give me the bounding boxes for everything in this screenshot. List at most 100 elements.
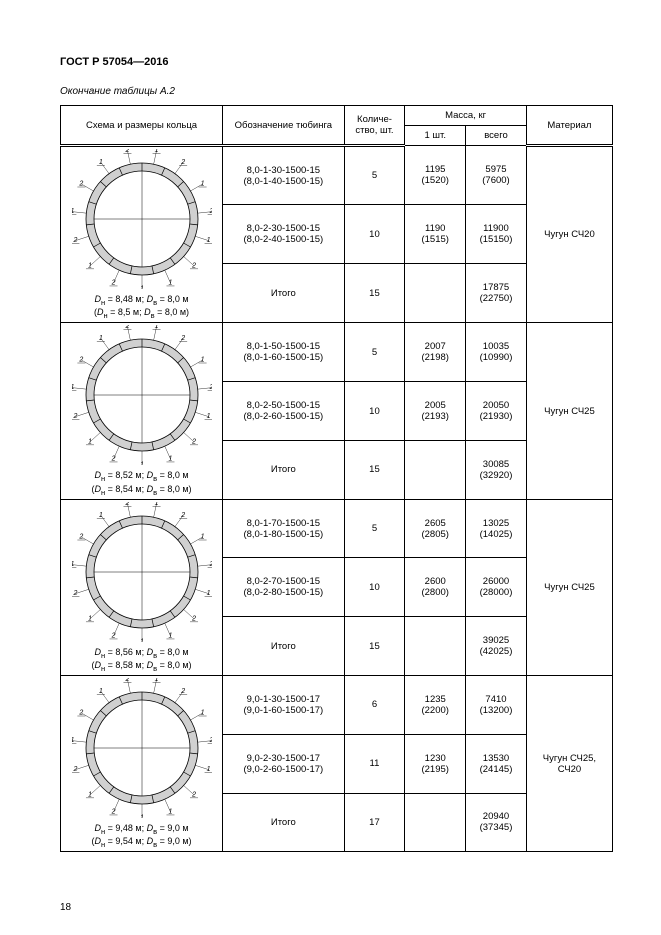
svg-text:1: 1: [200, 710, 204, 717]
svg-text:2: 2: [180, 688, 185, 695]
svg-text:1: 1: [154, 149, 158, 154]
svg-text:2: 2: [72, 413, 77, 420]
scheme-cell: 121212112121212Dн = 8,56 м; Dв = 8,0 м(D…: [61, 499, 223, 675]
mass-unit-cell: [405, 440, 466, 499]
mass-total-cell: 13025(14025): [466, 499, 527, 558]
mass-unit-cell: 1195(1520): [405, 146, 466, 205]
table-caption: Окончание таблицы А.2: [60, 86, 613, 97]
mass-unit-cell: 1190(1515): [405, 205, 466, 264]
svg-text:1: 1: [72, 385, 74, 392]
qty-cell: 10: [344, 205, 405, 264]
material-cell: Чугун СЧ25: [526, 499, 612, 675]
svg-text:2: 2: [208, 561, 211, 568]
mass-total-cell: 7410(13200): [466, 676, 527, 735]
qty-cell: 10: [344, 558, 405, 617]
svg-text:2: 2: [72, 237, 77, 244]
ring-diagram: 121212112121212: [67, 325, 217, 468]
qty-cell: 15: [344, 440, 405, 499]
material-cell: Чугун СЧ20: [526, 146, 612, 323]
svg-text:1: 1: [200, 181, 204, 188]
svg-text:2: 2: [110, 279, 115, 286]
svg-text:1: 1: [72, 737, 74, 744]
material-cell: Чугун СЧ25,СЧ20: [526, 676, 612, 852]
scheme-cell: 121212112121212Dн = 8,52 м; Dв = 8,0 м(D…: [61, 323, 223, 499]
svg-text:2: 2: [180, 512, 185, 519]
svg-text:2: 2: [180, 335, 185, 342]
svg-text:1: 1: [168, 456, 172, 463]
hdr-mass-total: всего: [466, 126, 527, 146]
mass-unit-cell: [405, 793, 466, 852]
svg-text:2: 2: [78, 357, 83, 364]
svg-text:2: 2: [72, 590, 77, 597]
svg-text:2: 2: [180, 159, 185, 166]
designation-cell: 9,0-2-30-1500-17(9,0-2-60-1500-17): [223, 734, 345, 793]
ring-diagram: 121212112121212: [67, 149, 217, 292]
svg-text:1: 1: [98, 512, 102, 519]
ring-diagram: 121212112121212: [67, 502, 217, 645]
scheme-cell: 121212112121212Dн = 9,48 м; Dв = 9,0 м(D…: [61, 676, 223, 852]
designation-cell: 8,0-2-30-1500-15(8,0-2-40-1500-15): [223, 205, 345, 264]
qty-cell: 6: [344, 676, 405, 735]
svg-text:1: 1: [140, 286, 144, 290]
svg-text:1: 1: [200, 533, 204, 540]
designation-cell: 8,0-1-50-1500-15(8,0-1-60-1500-15): [223, 323, 345, 382]
svg-text:1: 1: [206, 237, 210, 244]
hdr-mass: Масса, кг: [405, 106, 527, 126]
mass-unit-cell: 2600(2800): [405, 558, 466, 617]
mass-unit-cell: 1235(2200): [405, 676, 466, 735]
svg-text:1: 1: [72, 208, 74, 215]
hdr-material: Материал: [526, 106, 612, 146]
mass-total-cell: 39025(42025): [466, 617, 527, 676]
svg-text:2: 2: [110, 808, 115, 815]
svg-text:1: 1: [98, 335, 102, 342]
hdr-qty: Количе-ство, шт.: [344, 106, 405, 146]
mass-unit-cell: [405, 617, 466, 676]
svg-text:1: 1: [168, 279, 172, 286]
ring-diagram: 121212112121212: [67, 678, 217, 821]
mass-unit-cell: 1230(2195): [405, 734, 466, 793]
svg-text:2: 2: [110, 632, 115, 639]
qty-cell: 5: [344, 146, 405, 205]
svg-text:2: 2: [78, 181, 83, 188]
qty-cell: 5: [344, 499, 405, 558]
svg-text:1: 1: [72, 561, 74, 568]
designation-cell: 8,0-1-30-1500-15(8,0-1-40-1500-15): [223, 146, 345, 205]
svg-text:2: 2: [191, 262, 196, 269]
designation-cell: Итого: [223, 264, 345, 323]
main-table: Схема и размеры кольцаОбозначение тюбинг…: [60, 105, 613, 852]
mass-total-cell: 10035(10990): [466, 323, 527, 382]
svg-text:1: 1: [140, 638, 144, 642]
designation-cell: 9,0-1-30-1500-17(9,0-1-60-1500-17): [223, 676, 345, 735]
qty-cell: 5: [344, 323, 405, 382]
svg-text:1: 1: [168, 632, 172, 639]
mass-total-cell: 26000(28000): [466, 558, 527, 617]
svg-text:2: 2: [208, 208, 211, 215]
qty-cell: 11: [344, 734, 405, 793]
svg-text:2: 2: [78, 533, 83, 540]
mass-total-cell: 5975(7600): [466, 146, 527, 205]
mass-total-cell: 20940(37345): [466, 793, 527, 852]
svg-text:2: 2: [191, 615, 196, 622]
material-cell: Чугун СЧ25: [526, 323, 612, 499]
svg-text:2: 2: [191, 791, 196, 798]
svg-text:1: 1: [168, 808, 172, 815]
svg-text:1: 1: [98, 688, 102, 695]
mass-unit-cell: 2005(2193): [405, 382, 466, 441]
hdr-mass-unit: 1 шт.: [405, 126, 466, 146]
svg-text:2: 2: [110, 456, 115, 463]
svg-text:1: 1: [88, 439, 92, 446]
designation-cell: 8,0-1-70-1500-15(8,0-1-80-1500-15): [223, 499, 345, 558]
svg-text:1: 1: [140, 462, 144, 466]
designation-cell: Итого: [223, 617, 345, 676]
svg-text:1: 1: [98, 159, 102, 166]
designation-cell: 8,0-2-70-1500-15(8,0-2-80-1500-15): [223, 558, 345, 617]
svg-text:1: 1: [88, 262, 92, 269]
hdr-scheme: Схема и размеры кольца: [61, 106, 223, 146]
svg-text:2: 2: [72, 766, 77, 773]
mass-total-cell: 11900(15150): [466, 205, 527, 264]
mass-total-cell: 13530(24145): [466, 734, 527, 793]
designation-cell: Итого: [223, 440, 345, 499]
mass-unit-cell: 2007(2198): [405, 323, 466, 382]
svg-text:2: 2: [78, 710, 83, 717]
svg-text:1: 1: [88, 615, 92, 622]
